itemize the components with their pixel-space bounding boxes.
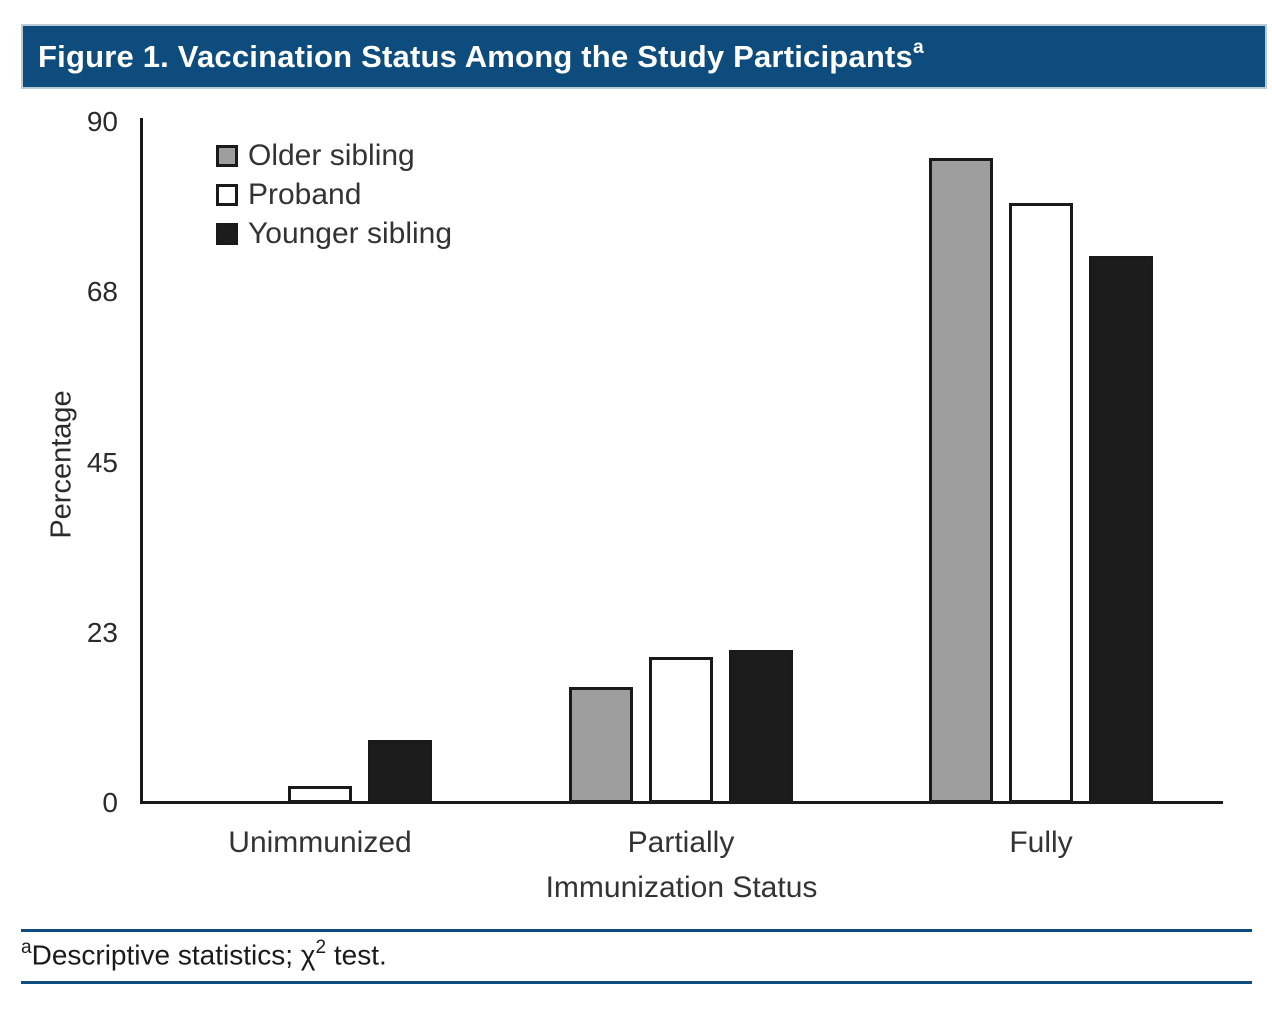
y-tick-label: 68 (86, 276, 118, 308)
x-category-label-fully: Fully (1009, 826, 1073, 859)
legend-label: Proband (248, 178, 362, 211)
y-tick-label: 23 (86, 616, 118, 648)
footnote-exponent: 2 (315, 937, 327, 958)
figure-title: Figure 1. Vaccination Status Among the S… (38, 37, 924, 75)
y-tick-label: 0 (102, 787, 118, 818)
chart-legend: Older sibling Proband Younger sibling (216, 139, 453, 262)
footnote: aDescriptive statistics; χ2 test. (21, 937, 387, 971)
figure-title-text: Figure 1. Vaccination Status Among the S… (38, 38, 913, 74)
legend-swatch-icon (216, 223, 238, 245)
y-tick-label: 45 (86, 446, 118, 478)
legend-item-older-sibling: Older sibling (216, 139, 452, 172)
x-category-label-partially: Partially (627, 826, 735, 859)
bar-younger-sibling-partially (729, 650, 793, 803)
bar-proband-unimmunized (288, 786, 352, 803)
bar-younger-sibling-fully (1089, 256, 1153, 803)
bar-older-sibling-partially (569, 687, 633, 803)
figure-title-superscript: a (912, 37, 924, 59)
legend-item-younger-sibling: Younger sibling (216, 217, 453, 250)
x-category-label-unimmunized: Unimmunized (228, 826, 412, 859)
footnote-rule-top (21, 929, 1252, 932)
legend-swatch-icon (216, 145, 238, 167)
bar-older-sibling-fully (929, 158, 993, 803)
footnote-tail: test. (326, 939, 387, 971)
y-axis-line (140, 118, 143, 804)
footnote-rule-bottom (21, 981, 1252, 984)
footnote-marker: a (21, 937, 32, 958)
x-axis-title: Immunization Status (545, 871, 818, 904)
y-tick-label: 90 (86, 106, 118, 137)
figure-title-bar: Figure 1. Vaccination Status Among the S… (21, 24, 1267, 89)
footnote-body: Descriptive statistics; χ (31, 939, 316, 971)
bar-proband-partially (649, 657, 713, 803)
bar-proband-fully (1009, 203, 1073, 803)
legend-item-proband: Proband (216, 178, 452, 211)
legend-swatch-icon (216, 184, 238, 206)
bar-younger-sibling-unimmunized (368, 740, 432, 803)
legend-label: Older sibling (248, 139, 415, 172)
legend-label: Younger sibling (248, 217, 453, 250)
